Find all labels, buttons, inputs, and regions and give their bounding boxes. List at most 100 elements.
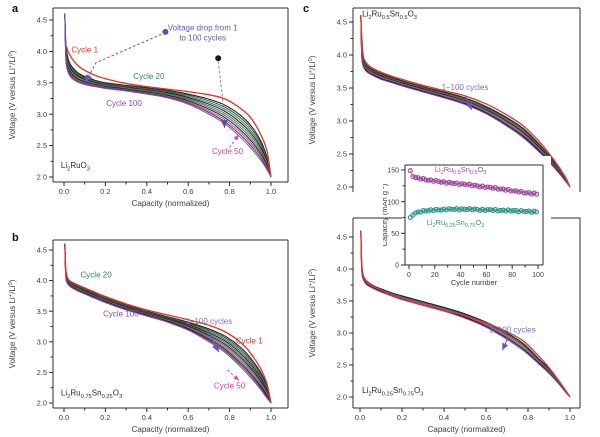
discharge-curve [64,13,272,178]
y-axis-label: Voltage (V versus Li+/Li0) [308,55,317,144]
x-tick-label: 60 [483,272,491,279]
annotation-text: Li2Ru0.25Sn0.75O3 [362,386,423,397]
arrowhead [85,74,93,83]
discharge-curve [360,230,571,398]
plot-svg-c2: 2.0 2.5 3.0 3.5 4.0 4.5 0.0 0.2 0.4 0.6 0.8 1.0 Capa… [308,217,581,434]
annotation-text: 1–100 cycles [442,83,489,92]
y-tick-label: 4.0 [337,265,347,274]
y-tick-label: 3.0 [37,337,47,346]
y-axis-label: Capacity (mAh g-1) [383,183,389,246]
discharge-curve-cycle1 [360,230,571,398]
y-tick-label: 2.5 [337,150,347,159]
x-tick-label: 1.0 [565,413,575,422]
panel-letter-c: c [303,3,310,15]
discharge-curve [64,13,272,178]
discharge-curve [360,15,571,188]
y-tick-label: 100 [387,199,399,206]
arrowhead [502,342,509,351]
annotation-text: Li2Ru0.5Sn0.5O3 [435,165,486,176]
y-tick-label: 3.0 [337,329,347,338]
x-axis-label: Capacity (normalized) [132,199,210,208]
annotation-text: Cycle 1 [71,46,98,55]
discharge-curve [64,13,272,178]
x-tick-label: 0.0 [59,187,69,196]
discharge-curve [360,230,571,398]
y-axis-label: Voltage (V versus Li+/Li0) [8,50,17,139]
discharge-curve [64,243,272,404]
y-tick-label: 4.5 [337,18,347,27]
x-tick-label: 0.4 [142,187,152,196]
annotation-text: 1–100 cycles [489,325,536,334]
x-axis-label: Cycle number [451,278,498,287]
annotation-text: Cycle 20 [133,72,165,81]
y-tick-label: 150 [387,168,399,175]
y-tick-label: 4.0 [337,51,347,60]
annotation-text: Cycle 100 [106,99,142,108]
x-tick-label: 0.6 [481,413,491,422]
capacity-marker [534,191,540,197]
annotations: Li2Ru0.75Sn0.25O3 Cycle 20 Cycle 100 1–100 … [61,271,263,400]
arrowhead [220,119,228,129]
panel-letter-b: b [12,232,19,244]
x-tick-label: 0.4 [142,413,152,422]
discharge-curve [64,243,272,404]
panel-a-voltage-plot: 2.0 2.5 3.0 3.5 4.0 4.5 0.0 0.2 0.4 0.6 0.8 1.0 Capa… [0,0,300,220]
y-tick-label: 2.0 [37,173,47,182]
capacity-retention-inset: 0 50 100 150 0 20 40 60 80 100 Cycle number Capacit… [380,156,554,296]
x-tick-label: 80 [508,272,516,279]
data-series [360,230,571,398]
annotation-text: Voltage drop from 1 [168,24,238,33]
y-tick-label: 2.0 [37,399,47,408]
plot-svg-b: 2.0 2.5 3.0 3.5 4.0 4.5 0.0 0.2 0.4 0.6 0.8 1.0 Capa… [8,239,289,434]
discharge-curve [64,243,272,404]
y-axis-label: Voltage (V versus Li+/Li0) [308,268,317,357]
discharge-curve-cycle1 [65,46,272,178]
discharge-curve [64,13,272,178]
x-tick-label: 0.0 [355,413,365,422]
data-series [64,243,272,404]
data-series [407,168,540,221]
discharge-curve [64,243,272,404]
plot-svg-a: 2.0 2.5 3.0 3.5 4.0 4.5 0.0 0.2 0.4 0.6 0.8 1.0 Capa… [8,7,289,208]
discharge-curve [64,13,272,178]
capacity-marker [534,209,540,215]
discharge-curve [64,13,272,178]
x-tick-label: 0.4 [439,413,449,422]
y-tick-label: 0 [395,263,399,270]
x-tick-label: 0.2 [100,413,110,422]
y-tick-label: 4.5 [37,16,47,25]
annotations: Li2RuO3 Cycle 1 Cycle 20 Cycle 100 Cycle 50 V… [61,24,244,173]
y-tick-label: 3.0 [337,117,347,126]
x-tick-label: 20 [431,272,439,279]
annotation-text: Li2Ru0.5Sn0.5O3 [362,10,417,21]
axes [49,7,289,186]
x-tick-label: 0.8 [523,413,533,422]
panel-b-voltage-plot: 2.0 2.5 3.0 3.5 4.0 4.5 0.0 0.2 0.4 0.6 0.8 1.0 Capa… [0,222,300,437]
y-tick-label: 4.0 [37,276,47,285]
y-axis-label: Voltage (V versus Li+/Li0) [8,279,17,368]
y-tick-label: 2.5 [37,368,47,377]
annotations: Li2Ru0.5Sn0.5O3 Li2Ru0.25Sn0.75O3 [427,165,487,229]
y-tick-label: 3.5 [37,307,47,316]
annotations: Li2Ru0.25Sn0.75O3 1–100 cycles [362,325,536,397]
axes [349,7,581,192]
x-tick-label: 0.8 [224,187,234,196]
x-tick-label: 0.2 [100,187,110,196]
x-tick-label: 40 [457,272,465,279]
arrowhead [465,102,472,110]
x-tick-label: 0.6 [183,187,193,196]
discharge-curve [64,243,272,404]
axes [49,239,289,412]
y-tick-label: 3.5 [37,78,47,87]
y-tick-label: 2.5 [37,141,47,150]
inset-background [402,156,554,273]
discharge-curve [64,243,272,404]
discharge-curve-cycle1 [64,243,272,404]
annotation-text: 1–100 cycles [186,317,233,326]
x-tick-label: 100 [532,272,544,279]
panel-c-bottom-voltage-plot: 2.0 2.5 3.0 3.5 4.0 4.5 0.0 0.2 0.4 0.6 0.8 1.0 Capa… [300,208,600,437]
data-series [64,13,272,178]
discharge-curve [64,13,272,178]
y-tick-label: 3.5 [337,84,347,93]
